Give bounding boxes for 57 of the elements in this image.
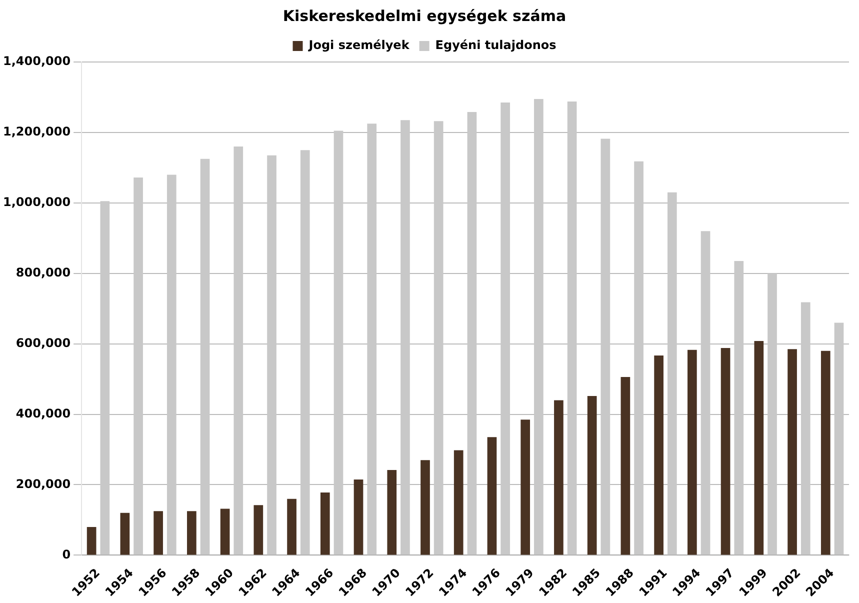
bar (487, 437, 497, 555)
bar (800, 302, 810, 555)
bar (120, 512, 130, 555)
bar (267, 155, 276, 555)
bar (600, 138, 610, 555)
bar (520, 420, 530, 555)
y-tick-label: 200,000 (16, 476, 71, 491)
chart-title: Kiskereskedelmi egységek száma (282, 6, 566, 25)
bar (86, 527, 96, 555)
bar (420, 460, 430, 555)
bar (820, 350, 830, 555)
bar (654, 355, 664, 555)
bar (454, 450, 464, 555)
bar (587, 396, 597, 555)
bar (367, 124, 377, 555)
bar (200, 158, 210, 555)
bar (634, 161, 644, 555)
y-tick-label: 1,200,000 (2, 124, 71, 139)
bar (100, 201, 110, 555)
bar (287, 498, 296, 555)
bar (700, 231, 710, 555)
bar (134, 178, 143, 555)
bar (154, 511, 163, 555)
bar (667, 192, 677, 555)
bar (354, 479, 364, 555)
legend-label: Egyéni tulajdonos (435, 38, 556, 52)
bar (187, 511, 196, 555)
y-tick-label: 600,000 (16, 336, 71, 350)
bar (166, 174, 176, 555)
bar (834, 322, 844, 555)
bar (400, 120, 410, 555)
bar (334, 130, 344, 555)
bar (254, 505, 264, 555)
bar (734, 261, 744, 555)
bar (567, 101, 577, 555)
bar (500, 102, 510, 555)
bar (754, 341, 764, 555)
y-tick-label: 400,000 (16, 406, 71, 420)
bar (534, 98, 544, 555)
bar (620, 376, 630, 555)
bar (720, 348, 730, 555)
bar (554, 400, 564, 555)
bar (768, 273, 777, 555)
legend-label: Jogi személyek (308, 38, 410, 52)
bar (387, 470, 397, 555)
y-tick-label: 1,400,000 (2, 54, 71, 68)
bar (320, 492, 330, 555)
bar (220, 508, 230, 555)
bar (300, 150, 310, 555)
y-tick-label: 800,000 (16, 265, 71, 280)
y-tick-label: 0 (62, 547, 71, 562)
y-tick-label: 1,000,000 (2, 195, 71, 210)
bar (788, 349, 797, 555)
bar (467, 112, 477, 555)
bar (688, 350, 697, 555)
bar (234, 146, 244, 555)
bar (434, 121, 444, 555)
